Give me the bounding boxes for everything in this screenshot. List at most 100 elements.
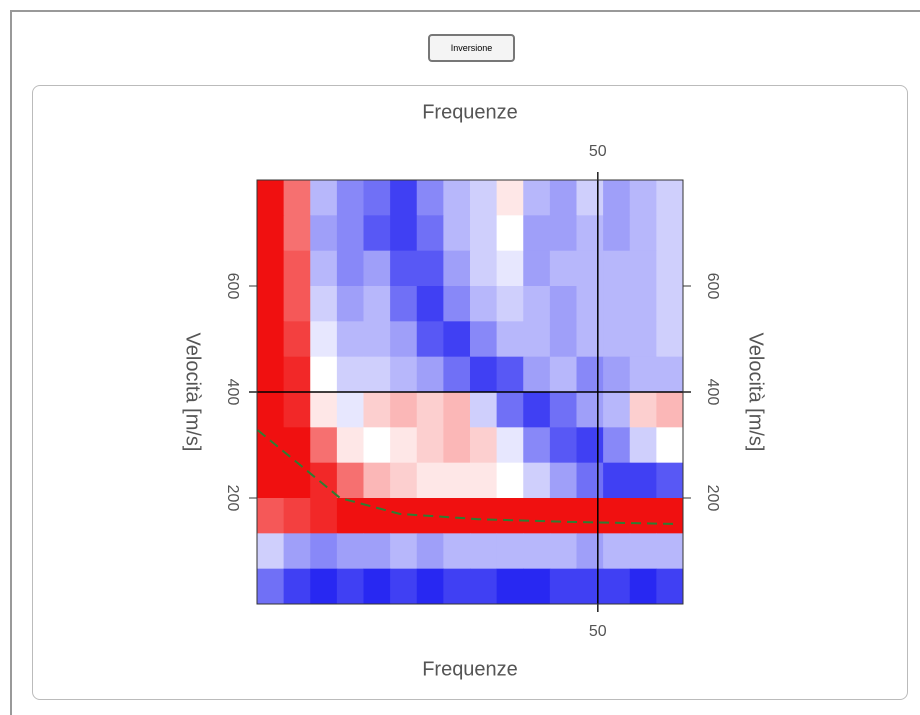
heat-cell bbox=[443, 533, 471, 570]
heat-cell bbox=[363, 321, 391, 358]
heat-cell bbox=[656, 215, 684, 252]
heat-cell bbox=[363, 498, 391, 534]
heat-cell bbox=[390, 215, 418, 252]
heat-cell bbox=[523, 427, 551, 464]
heat-cell bbox=[549, 462, 577, 499]
heat-cell bbox=[257, 321, 285, 358]
heat-cell bbox=[336, 321, 364, 358]
heat-cell bbox=[496, 568, 524, 605]
heat-cell bbox=[523, 250, 551, 287]
heat-cell bbox=[390, 392, 418, 428]
heat-cell bbox=[310, 533, 338, 570]
heat-cell bbox=[310, 321, 338, 358]
heat-cell bbox=[656, 356, 684, 393]
heat-cell bbox=[470, 462, 498, 499]
heat-cell bbox=[629, 392, 657, 428]
heat-cell bbox=[443, 215, 471, 252]
heat-cell bbox=[443, 250, 471, 287]
heat-cell bbox=[257, 180, 285, 216]
heat-cell bbox=[363, 215, 391, 252]
heat-cell bbox=[629, 533, 657, 570]
heat-cell bbox=[310, 250, 338, 287]
heat-cell bbox=[603, 321, 631, 358]
heat-cell bbox=[336, 215, 364, 252]
heat-cell bbox=[336, 568, 364, 605]
heat-cell bbox=[576, 498, 604, 534]
heat-cell bbox=[363, 250, 391, 287]
heat-cell bbox=[496, 250, 524, 287]
heat-cell bbox=[629, 215, 657, 252]
heat-cell bbox=[576, 392, 604, 428]
heat-cell bbox=[523, 568, 551, 605]
heat-cell bbox=[443, 498, 471, 534]
heat-cell bbox=[576, 356, 604, 393]
heat-cell bbox=[603, 356, 631, 393]
heat-cell bbox=[629, 568, 657, 605]
heat-cell bbox=[629, 427, 657, 464]
x-axis-title-top: Frequenze bbox=[422, 101, 518, 123]
heat-cell bbox=[336, 180, 364, 216]
heat-cell bbox=[523, 356, 551, 393]
heat-cell bbox=[549, 392, 577, 428]
heat-cell bbox=[656, 392, 684, 428]
heat-cell bbox=[283, 180, 311, 216]
heat-cell bbox=[576, 568, 604, 605]
heat-cell bbox=[310, 180, 338, 216]
heat-cell bbox=[257, 215, 285, 252]
heat-cell bbox=[283, 427, 311, 464]
heat-cell bbox=[549, 427, 577, 464]
heat-cell bbox=[443, 392, 471, 428]
heat-cell bbox=[283, 286, 311, 322]
heat-cell bbox=[656, 568, 684, 605]
heat-cell bbox=[549, 568, 577, 605]
heat-cell bbox=[470, 427, 498, 464]
heat-cell bbox=[257, 356, 285, 393]
heat-cell bbox=[549, 180, 577, 216]
y-tick-label-left: 200 bbox=[224, 485, 241, 512]
heat-cell bbox=[283, 568, 311, 605]
heat-cell bbox=[470, 498, 498, 534]
heat-cell bbox=[310, 286, 338, 322]
heat-cell bbox=[310, 427, 338, 464]
heat-cell bbox=[336, 533, 364, 570]
heat-cell bbox=[603, 533, 631, 570]
heat-cell bbox=[549, 498, 577, 534]
heat-cell bbox=[603, 392, 631, 428]
heat-cell bbox=[603, 286, 631, 322]
heat-cell bbox=[257, 568, 285, 605]
heat-cell bbox=[310, 392, 338, 428]
heat-cell bbox=[283, 533, 311, 570]
y-tick-label-right: 600 bbox=[704, 273, 721, 300]
heat-cell bbox=[416, 427, 444, 464]
y-axis-title-right: Velocità [m/s] bbox=[745, 333, 767, 452]
heat-cell bbox=[390, 568, 418, 605]
heat-cell bbox=[603, 250, 631, 287]
frame bbox=[10, 10, 920, 715]
heat-cell bbox=[603, 180, 631, 216]
heat-cell bbox=[363, 392, 391, 428]
heat-cell bbox=[310, 356, 338, 393]
heat-cell bbox=[656, 180, 684, 216]
heat-cell bbox=[576, 533, 604, 570]
heat-cell bbox=[603, 568, 631, 605]
heat-cell bbox=[656, 462, 684, 499]
heat-cell bbox=[656, 321, 684, 358]
heat-cell bbox=[496, 462, 524, 499]
heat-cell bbox=[363, 462, 391, 499]
heat-cell bbox=[257, 250, 285, 287]
chart-panel bbox=[32, 85, 908, 700]
heat-cell bbox=[470, 286, 498, 322]
heat-cell bbox=[336, 462, 364, 499]
heat-cell bbox=[336, 286, 364, 322]
heat-cell bbox=[336, 427, 364, 464]
heat-cell bbox=[416, 215, 444, 252]
heat-cell bbox=[496, 392, 524, 428]
heat-cell bbox=[496, 533, 524, 570]
heat-cell bbox=[310, 498, 338, 534]
inversion-button[interactable]: Inversione bbox=[428, 34, 515, 62]
y-tick-label-left: 600 bbox=[224, 273, 241, 300]
heat-cell bbox=[283, 250, 311, 287]
heat-cell bbox=[470, 568, 498, 605]
heat-cell bbox=[656, 498, 684, 534]
